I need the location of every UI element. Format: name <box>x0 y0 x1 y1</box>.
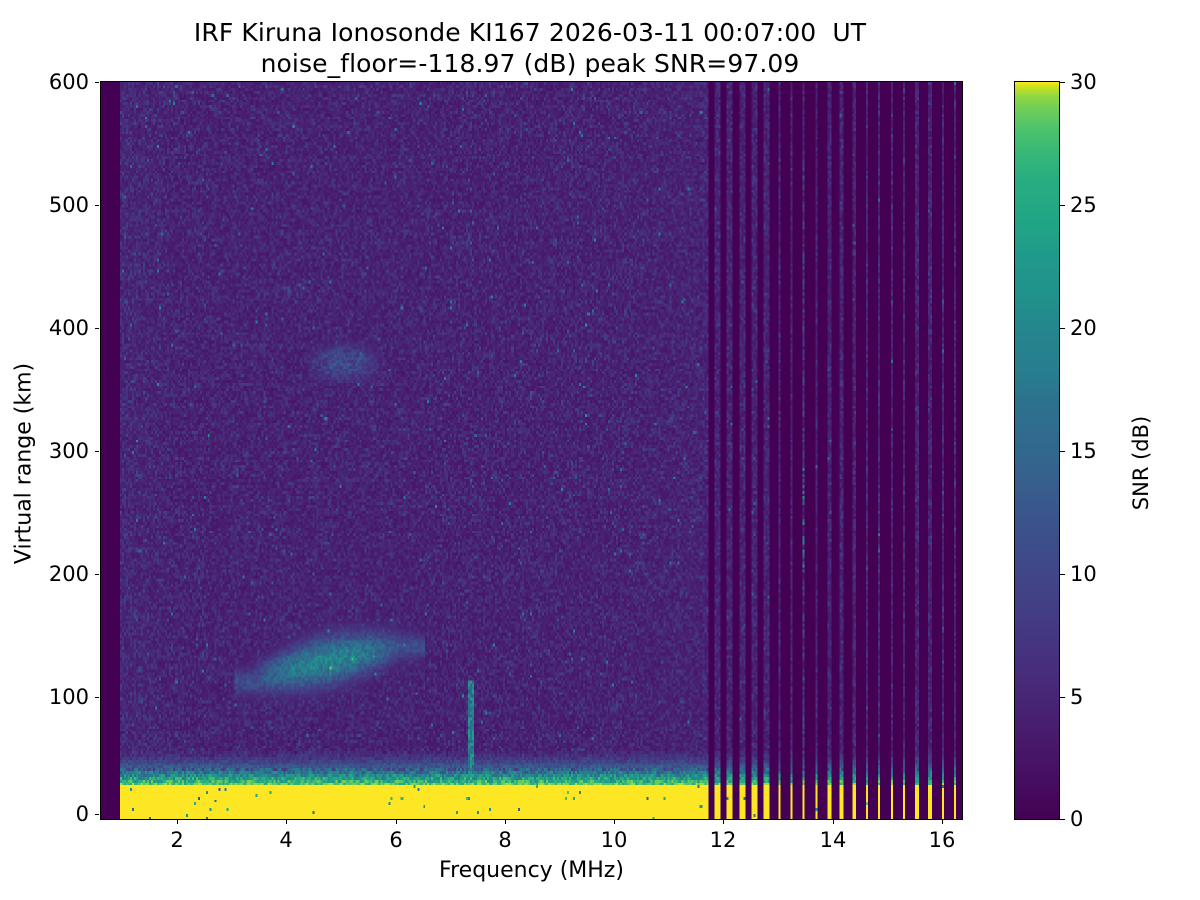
colorbar-title: SNR (dB) <box>1129 415 1153 511</box>
x-tick-10 <box>614 820 616 824</box>
y-tick-100 <box>95 697 99 699</box>
ionogram-heatmap <box>101 82 962 819</box>
x-tick-label-6: 6 <box>389 828 403 852</box>
x-tick-12 <box>723 820 725 824</box>
y-tick-500 <box>95 205 99 207</box>
colorbar-tick-20 <box>1060 328 1065 330</box>
y-tick-label-500: 500 <box>48 193 89 217</box>
title-line-1: IRF Kiruna Ionosonde KI167 2026-03-11 00… <box>193 18 867 47</box>
y-axis-title: Virtual range (km) <box>11 362 37 565</box>
y-tick-label-100: 100 <box>48 685 89 709</box>
y-tick-label-200: 200 <box>48 562 89 586</box>
colorbar-label-15: 15 <box>1070 439 1097 463</box>
y-tick-400 <box>95 328 99 330</box>
x-tick-16 <box>942 820 944 824</box>
x-tick-label-12: 12 <box>709 828 737 852</box>
x-tick-label-14: 14 <box>819 828 847 852</box>
x-tick-6 <box>396 820 398 824</box>
x-tick-8 <box>505 820 507 824</box>
colorbar-tick-10 <box>1060 574 1065 576</box>
figure-title: IRF Kiruna Ionosonde KI167 2026-03-11 00… <box>0 18 1060 79</box>
colorbar-label-25: 25 <box>1070 193 1097 217</box>
y-tick-label-0: 0 <box>75 802 89 826</box>
y-tick-600 <box>95 82 99 84</box>
colorbar-label-0: 0 <box>1070 807 1084 831</box>
colorbar-label-10: 10 <box>1070 562 1097 586</box>
y-tick-0 <box>95 814 99 816</box>
colorbar-tick-15 <box>1060 451 1065 453</box>
x-tick-label-16: 16 <box>928 828 956 852</box>
x-tick-label-10: 10 <box>600 828 628 852</box>
y-tick-200 <box>95 574 99 576</box>
colorbar-label-20: 20 <box>1070 316 1097 340</box>
colorbar-label-5: 5 <box>1070 685 1084 709</box>
colorbar-tick-0 <box>1060 819 1065 821</box>
colorbar <box>1014 81 1060 820</box>
x-tick-14 <box>833 820 835 824</box>
x-axis-title: Frequency (MHz) <box>439 858 624 883</box>
y-tick-label-400: 400 <box>48 316 89 340</box>
y-tick-300 <box>95 451 99 453</box>
y-tick-label-600: 600 <box>48 70 89 94</box>
colorbar-tick-25 <box>1060 205 1065 207</box>
x-tick-label-2: 2 <box>170 828 184 852</box>
title-line-2: noise_floor=-118.97 (dB) peak SNR=97.09 <box>260 48 800 78</box>
x-tick-2 <box>177 820 179 824</box>
x-tick-label-4: 4 <box>279 828 293 852</box>
plot-axes <box>100 81 963 820</box>
y-tick-label-300: 300 <box>48 439 89 463</box>
colorbar-tick-30 <box>1060 82 1065 84</box>
colorbar-label-30: 30 <box>1070 70 1097 94</box>
x-tick-label-8: 8 <box>498 828 512 852</box>
colorbar-tick-5 <box>1060 697 1065 699</box>
x-tick-4 <box>286 820 288 824</box>
